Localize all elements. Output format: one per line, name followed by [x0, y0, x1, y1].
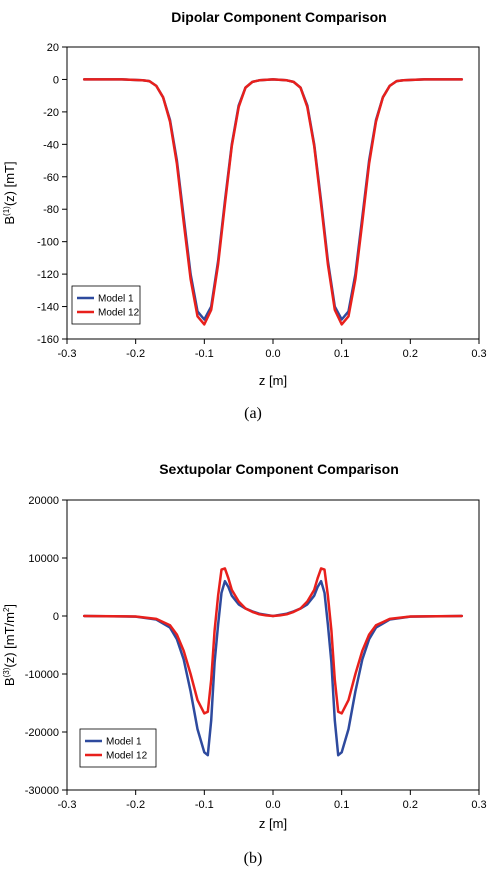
y-tick-label: -30000 — [25, 785, 59, 797]
x-tick-label: -0.2 — [126, 348, 145, 360]
x-tick-label: -0.1 — [195, 348, 214, 360]
figure-caption: (a) — [244, 405, 262, 422]
y-tick-label: -140 — [37, 302, 59, 314]
y-tick-label: 0 — [53, 74, 59, 86]
y-tick-label: 20 — [47, 42, 59, 54]
y-tick-label: -100 — [37, 237, 59, 249]
legend-box — [71, 285, 141, 325]
y-tick-label: -80 — [43, 204, 59, 216]
y-tick-label: -120 — [37, 269, 59, 281]
legend-label: Model 1 — [106, 737, 142, 748]
y-tick-label: -20 — [43, 107, 59, 119]
legend: Model 1 Model 12 — [79, 728, 157, 768]
x-tick-label: 0.0 — [265, 799, 280, 811]
x-tick-label: 0.3 — [471, 348, 486, 360]
y-tick-label: 0 — [53, 611, 59, 623]
y-axis-label-sup: (3) — [2, 667, 11, 677]
y-axis-label-main: B — [2, 216, 17, 225]
x-axis-label: z [m] — [259, 373, 287, 388]
chart-dipolar: Dipolar Component Comparison -0.3 -0.2 -0.1… — [2, 9, 487, 422]
y-tick-label: -20000 — [25, 727, 59, 739]
y-axis-label: B(3)(z) [mT/m2] — [2, 604, 17, 686]
y-axis-label-rest2: ] — [2, 604, 17, 608]
legend-label: Model 12 — [98, 308, 140, 319]
x-axis-label: z [m] — [259, 816, 287, 831]
series-line-model-12 — [82, 78, 464, 326]
y-tick-label: -160 — [37, 334, 59, 346]
legend: Model 1 Model 12 — [71, 285, 141, 325]
x-tick-label: -0.2 — [126, 799, 145, 811]
x-tick-label: -0.1 — [195, 799, 214, 811]
y-tick-label: -10000 — [25, 669, 59, 681]
x-tick-label: 0.3 — [471, 799, 486, 811]
chart-title: Sextupolar Component Comparison — [159, 461, 399, 477]
chart-sextupolar: Sextupolar Component Comparison -0.3 -0.2 -… — [2, 461, 487, 867]
x-tick-label: 0.0 — [265, 348, 280, 360]
y-axis-label-main: B — [2, 677, 17, 686]
series-line-model-1 — [82, 78, 464, 321]
legend-label: Model 12 — [106, 751, 148, 762]
y-tick-label: -40 — [43, 139, 59, 151]
y-axis-label-sup2: 2 — [2, 607, 11, 612]
y-axis-label-sup: (1) — [2, 206, 11, 216]
y-axis-label: B(1)(z) [mT] — [2, 161, 17, 224]
x-tick-label: 0.1 — [334, 799, 349, 811]
y-tick-label: 10000 — [28, 553, 59, 565]
legend-box — [79, 728, 157, 768]
chart-title: Dipolar Component Comparison — [171, 9, 386, 25]
legend-label: Model 1 — [98, 294, 134, 305]
x-tick-label: -0.3 — [58, 348, 77, 360]
x-tick-label: 0.2 — [403, 799, 418, 811]
y-axis-label-rest: (z) [mT/m — [2, 612, 17, 668]
y-axis-label-rest: (z) [mT] — [2, 161, 17, 206]
y-tick-label: -60 — [43, 172, 59, 184]
y-tick-label: 20000 — [28, 495, 59, 507]
series-line-model-12 — [82, 567, 464, 715]
x-tick-label: 0.1 — [334, 348, 349, 360]
x-tick-label: -0.3 — [58, 799, 77, 811]
x-tick-label: 0.2 — [403, 348, 418, 360]
figure-caption: (b) — [244, 850, 263, 867]
